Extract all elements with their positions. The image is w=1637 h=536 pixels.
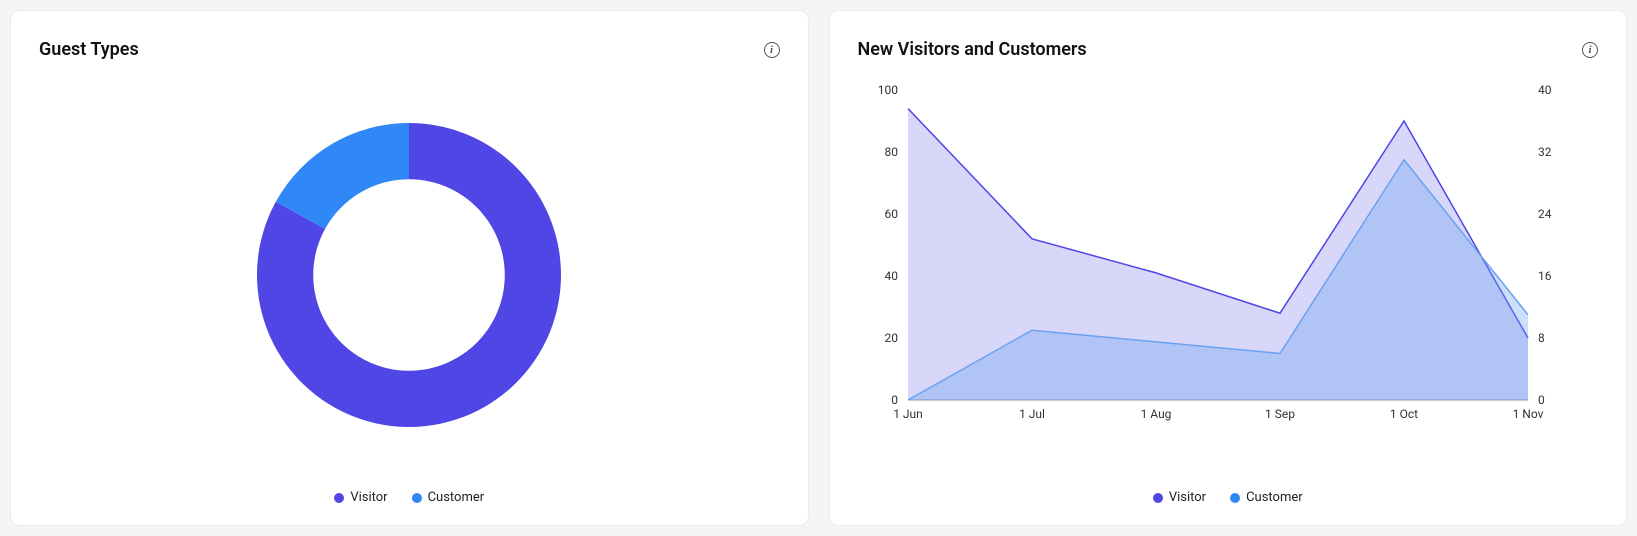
axis-tick-label: 40 [1538, 83, 1552, 97]
legend-dot-icon [1230, 493, 1240, 503]
card-title: Guest Types [39, 39, 139, 60]
axis-tick-label: 1 Jul [1019, 407, 1045, 421]
legend-item-customer[interactable]: Customer [1230, 490, 1303, 505]
area-wrap: 0 20 40 60 80 100 0 8 16 24 32 40 1 Jun 1 Jul 1 Aug 1 S… [858, 70, 1599, 480]
legend-label: Customer [428, 490, 485, 505]
axis-tick-label: 1 Jun [893, 407, 923, 421]
dashboard-row: Guest Types i Visitor Customer New Visito… [0, 0, 1637, 536]
legend-label: Visitor [350, 490, 387, 505]
card-header: New Visitors and Customers i [858, 39, 1599, 60]
legend-dot-icon [1153, 493, 1163, 503]
axis-tick-label: 60 [884, 207, 898, 221]
axis-tick-label: 1 Aug [1140, 407, 1171, 421]
card-title: New Visitors and Customers [858, 39, 1087, 60]
legend-item-visitor[interactable]: Visitor [1153, 490, 1206, 505]
card-new-visitors: New Visitors and Customers i 02040608010… [829, 10, 1628, 526]
info-icon[interactable]: i [764, 42, 780, 58]
axis-tick-label: 40 [884, 269, 898, 283]
axis-tick-label: 1 Sep [1265, 407, 1295, 421]
axis-tick-label: 8 [1538, 331, 1545, 345]
axis-tick-label: 24 [1538, 207, 1552, 221]
donut-chart [249, 115, 569, 435]
area-chart: 0 20 40 60 80 100 0 8 16 24 32 40 1 Jun 1 Jul 1 Aug 1 S… [858, 70, 1578, 430]
legend-item-customer[interactable]: Customer [412, 490, 485, 505]
legend-label: Visitor [1169, 490, 1206, 505]
axis-tick-label: 100 [877, 83, 897, 97]
info-icon[interactable]: i [1582, 42, 1598, 58]
donut-wrap [249, 70, 569, 480]
card-header: Guest Types i [39, 39, 780, 60]
card-guest-types: Guest Types i Visitor Customer [10, 10, 809, 526]
axis-tick-label: 20 [884, 331, 898, 345]
area-chart-body: 0 20 40 60 80 100 0 8 16 24 32 40 1 Jun 1 Jul 1 Aug 1 S… [858, 70, 1599, 505]
area-legend: Visitor Customer [1153, 490, 1303, 505]
axis-tick-label: 80 [884, 145, 898, 159]
donut-legend: Visitor Customer [334, 490, 484, 505]
axis-tick-label: 1 Nov [1512, 407, 1543, 421]
legend-label: Customer [1246, 490, 1303, 505]
legend-dot-icon [334, 493, 344, 503]
axis-tick-label: 0 [891, 393, 898, 407]
axis-tick-label: 16 [1538, 269, 1552, 283]
legend-dot-icon [412, 493, 422, 503]
axis-tick-label: 32 [1538, 145, 1552, 159]
axis-tick-label: 0 [1538, 393, 1545, 407]
legend-item-visitor[interactable]: Visitor [334, 490, 387, 505]
donut-chart-body: Visitor Customer [39, 70, 780, 505]
axis-tick-label: 1 Oct [1389, 407, 1417, 421]
